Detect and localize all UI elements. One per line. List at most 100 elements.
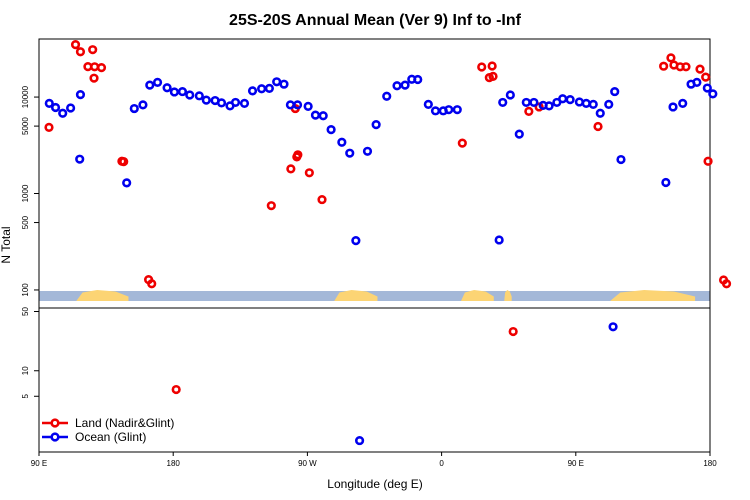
- ocean-point: [452, 105, 462, 115]
- land-point: [703, 156, 713, 166]
- bottom-y-tick-label: 10: [21, 366, 30, 375]
- ocean-point: [75, 90, 86, 100]
- x-tick-label: 90 E: [568, 459, 584, 468]
- land-segment: [460, 290, 494, 301]
- bottom-panel-frame: [38, 307, 711, 453]
- ocean-point: [444, 105, 454, 115]
- land-point: [88, 45, 98, 55]
- ocean-point: [272, 77, 282, 87]
- top-y-tick-label: 500: [21, 215, 30, 229]
- land-point: [304, 168, 314, 178]
- land-segment: [76, 290, 129, 301]
- ocean-point: [565, 95, 575, 105]
- land-point: [484, 73, 494, 83]
- ocean-point: [177, 86, 188, 97]
- land-point: [666, 53, 676, 63]
- ocean-point: [201, 95, 211, 105]
- land-point: [266, 201, 276, 211]
- ocean-point: [529, 97, 539, 108]
- ocean-point: [337, 137, 347, 147]
- ocean-point: [430, 106, 441, 116]
- land-point: [147, 279, 157, 289]
- ocean-point: [574, 97, 584, 107]
- land-point: [89, 73, 99, 83]
- land-segment: [504, 290, 512, 301]
- land-point: [524, 106, 534, 117]
- ocean-point: [400, 80, 410, 90]
- ocean-point: [138, 100, 148, 110]
- ocean-point: [678, 98, 688, 108]
- land-segment: [610, 290, 696, 301]
- land-count-point: [508, 326, 518, 337]
- bottom-y-tick-label: 5: [21, 393, 30, 398]
- ocean-point: [292, 100, 303, 110]
- ocean-point: [521, 97, 531, 108]
- ocean-point: [423, 99, 433, 109]
- ocean-point: [362, 146, 373, 156]
- ocean-point: [661, 177, 671, 188]
- ocean-point: [505, 90, 515, 100]
- ocean-point: [498, 97, 508, 108]
- ocean-point: [230, 97, 241, 108]
- x-tick-label: 90 E: [31, 459, 47, 468]
- x-tick-label: 90 W: [298, 459, 317, 468]
- ocean-point: [264, 83, 274, 93]
- ocean-point: [595, 108, 605, 118]
- ocean-point: [129, 103, 139, 114]
- ocean-point: [257, 84, 267, 94]
- ocean-point: [285, 100, 296, 110]
- land-count-point: [171, 384, 181, 395]
- ocean-point: [494, 235, 504, 245]
- ocean-point: [544, 101, 554, 111]
- ocean-point: [162, 83, 172, 93]
- ocean-point: [239, 98, 250, 108]
- ocean-point: [708, 89, 718, 99]
- ocean-point: [145, 80, 155, 90]
- land-point: [701, 72, 711, 82]
- ocean-point: [588, 99, 598, 109]
- ocean-point: [194, 91, 204, 101]
- land-point: [70, 39, 81, 50]
- ocean-point: [44, 98, 54, 108]
- x-tick-label: 180: [167, 459, 181, 468]
- ocean-point: [216, 98, 227, 108]
- ocean-point: [692, 77, 702, 87]
- ocean-point: [326, 124, 336, 135]
- top-y-tick-label: 5000: [21, 117, 30, 135]
- land-point: [721, 279, 732, 289]
- land-point: [293, 150, 303, 160]
- ocean-count-point: [608, 322, 618, 332]
- top-panel-frame: [38, 38, 711, 309]
- land-point: [477, 62, 487, 72]
- ocean-point: [413, 74, 423, 85]
- bottom-y-tick-label: 50: [21, 307, 30, 316]
- land-point: [75, 47, 86, 57]
- x-tick-label: 180: [703, 459, 717, 468]
- land-point: [96, 63, 107, 73]
- ocean-point: [392, 81, 402, 91]
- land-point: [90, 62, 100, 72]
- legend-land-marker: [50, 418, 60, 428]
- ocean-point: [152, 77, 163, 87]
- ocean-point: [558, 94, 568, 104]
- ocean-point: [122, 178, 132, 188]
- ocean-point: [514, 129, 524, 139]
- ocean-point: [185, 90, 195, 100]
- land-point: [695, 64, 705, 74]
- top-y-tick-label: 1000: [21, 184, 30, 202]
- ocean-point: [371, 120, 381, 130]
- ocean-point: [310, 110, 321, 120]
- legend: Land (Nadir&Glint)Ocean (Glint): [42, 416, 174, 444]
- chart-title: 25S-20S Annual Mean (Ver 9) Inf to -Inf: [229, 12, 522, 29]
- x-tick-label: 0: [439, 459, 444, 468]
- land-point: [487, 61, 497, 71]
- land-segment: [334, 290, 378, 301]
- x-axis-label: Longitude (deg E): [327, 477, 422, 491]
- ocean-point: [75, 154, 85, 164]
- land-point: [44, 122, 54, 132]
- ocean-point: [668, 102, 678, 112]
- land-point: [119, 157, 129, 167]
- land-point: [457, 138, 467, 148]
- legend-land-label: Land (Nadir&Glint): [75, 416, 174, 430]
- ocean-point: [169, 87, 179, 97]
